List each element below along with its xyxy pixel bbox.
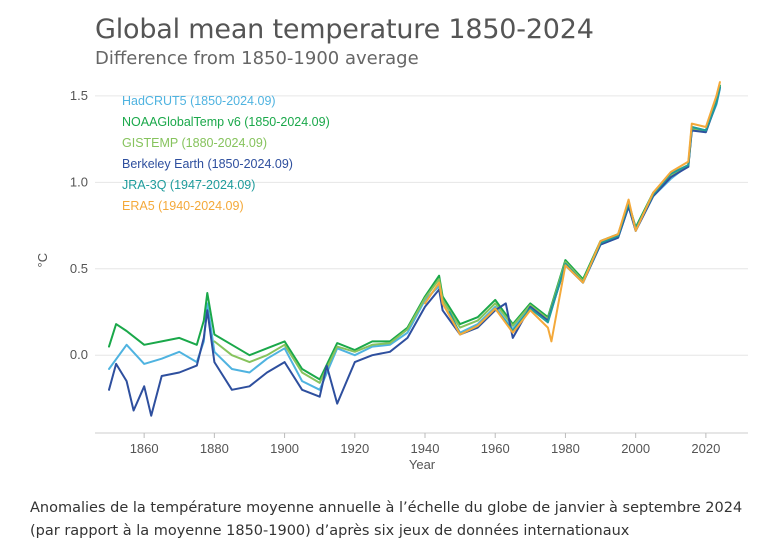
series-line — [213, 86, 721, 384]
x-tick-label: 2000 — [621, 441, 650, 456]
legend-entry: JRA-3Q (1947-2024.09) — [122, 178, 255, 192]
x-tick-label: 1900 — [270, 441, 299, 456]
x-tick-label: 1980 — [551, 441, 580, 456]
x-tick-label: 1860 — [130, 441, 159, 456]
chart-subtitle: Difference from 1850-1900 average — [95, 48, 419, 69]
legend-entry: NOAAGlobalTemp v6 (1850-2024.09) — [122, 115, 330, 129]
grid-lines — [95, 95, 748, 356]
series-line — [448, 86, 721, 336]
x-tick-label: 1940 — [411, 441, 440, 456]
figure-caption: Anomalies de la température moyenne annu… — [30, 500, 743, 539]
y-axis-label: °C — [35, 253, 50, 268]
series-line — [424, 81, 721, 343]
x-tick-label: 2020 — [691, 441, 720, 456]
x-tick-label: 1920 — [340, 441, 369, 456]
y-tick-label: 0.5 — [70, 261, 88, 276]
legend-entry: ERA5 (1940-2024.09) — [122, 199, 244, 213]
series-line — [108, 88, 721, 391]
y-tick-label: 0.0 — [70, 347, 88, 362]
series-line — [108, 84, 721, 381]
legend-entry: Berkeley Earth (1850-2024.09) — [122, 157, 293, 171]
x-axis-label: Year — [409, 457, 436, 472]
legend-entry: GISTEMP (1880-2024.09) — [122, 136, 267, 150]
legend-entry: HadCRUT5 (1850-2024.09) — [122, 94, 276, 108]
x-tick-label: 1880 — [200, 441, 229, 456]
chart-title: Global mean temperature 1850-2024 — [95, 14, 594, 45]
x-tick-label: 1960 — [481, 441, 510, 456]
y-tick-label: 1.5 — [70, 88, 88, 103]
y-tick-label: 1.0 — [70, 174, 88, 189]
axes: 0.0 0.5 1.0 1.5 1860 1880 1900 1920 1940 1960 1980… — [35, 88, 748, 472]
temperature-chart: 0.0 0.5 1.0 1.5 1860 1880 1900 1920 1940 1960 1980… — [35, 81, 748, 472]
series-lines — [108, 81, 721, 417]
legend: HadCRUT5 (1850-2024.09) NOAAGlobalTemp v6… — [122, 94, 330, 213]
